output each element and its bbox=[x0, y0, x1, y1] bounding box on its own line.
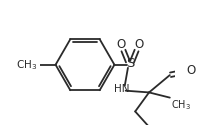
Text: CH$_3$: CH$_3$ bbox=[16, 58, 37, 72]
Text: HN: HN bbox=[114, 84, 129, 94]
Text: O: O bbox=[134, 38, 143, 51]
Text: O: O bbox=[186, 64, 196, 77]
Text: O: O bbox=[117, 38, 126, 51]
Text: S: S bbox=[126, 57, 134, 70]
Text: CH$_3$: CH$_3$ bbox=[171, 99, 191, 112]
